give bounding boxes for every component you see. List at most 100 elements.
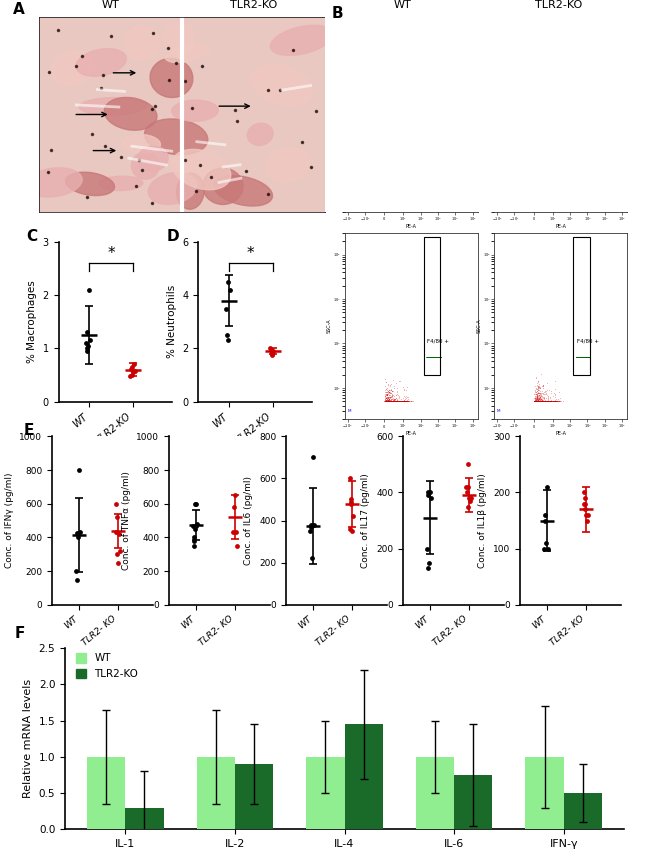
Point <box>382 187 393 201</box>
Point <box>530 395 540 409</box>
Point <box>380 187 391 201</box>
Point <box>385 395 395 409</box>
Point <box>533 382 543 396</box>
Point <box>383 187 393 200</box>
Point <box>382 395 392 409</box>
Point <box>387 395 398 409</box>
Point <box>534 395 545 409</box>
Point <box>382 395 393 409</box>
Point <box>393 187 403 201</box>
Point <box>385 395 395 409</box>
Point <box>538 395 548 409</box>
Point <box>577 350 587 364</box>
Point <box>380 395 391 409</box>
Point <box>532 187 543 201</box>
Point <box>532 187 543 201</box>
Point <box>582 143 593 156</box>
Point <box>545 181 556 195</box>
Point <box>383 187 393 201</box>
Point <box>384 395 394 409</box>
Point <box>571 350 582 364</box>
Point <box>584 143 594 156</box>
Point <box>385 395 396 409</box>
Point <box>381 395 391 409</box>
Point <box>431 143 441 156</box>
Point <box>535 187 545 201</box>
Point <box>538 187 549 201</box>
Point <box>530 395 541 409</box>
Point <box>389 395 400 409</box>
Point <box>543 187 553 201</box>
Point <box>537 395 547 409</box>
Point <box>549 395 560 409</box>
Point <box>530 395 540 409</box>
Point <box>539 187 549 201</box>
Point <box>384 187 394 201</box>
Point <box>533 184 543 198</box>
Point <box>534 187 545 201</box>
Point <box>428 350 438 364</box>
Point <box>538 187 549 201</box>
Point <box>536 395 547 409</box>
Point <box>532 395 543 409</box>
Point <box>540 187 550 201</box>
Point <box>436 350 446 364</box>
Point <box>382 187 392 201</box>
Point <box>382 187 392 201</box>
Point <box>383 187 393 201</box>
Point <box>228 525 239 539</box>
Point <box>386 395 396 409</box>
Point <box>381 187 391 201</box>
Point <box>385 187 395 201</box>
Point <box>381 395 391 409</box>
Point <box>530 187 540 201</box>
Point <box>534 187 544 201</box>
Point <box>582 143 593 156</box>
Point <box>545 187 555 201</box>
Point <box>533 187 543 201</box>
Point <box>530 187 541 201</box>
Point <box>531 187 541 201</box>
Point <box>381 395 391 409</box>
Point <box>430 350 440 364</box>
Point <box>384 395 395 409</box>
Point <box>535 395 545 409</box>
Point <box>384 182 395 196</box>
Point <box>382 187 393 201</box>
Point <box>532 395 543 409</box>
Point <box>382 187 393 201</box>
Point <box>434 143 444 156</box>
Point <box>426 143 436 156</box>
Point <box>393 389 404 403</box>
Point <box>384 187 395 201</box>
Point <box>435 350 445 364</box>
Point <box>381 395 391 409</box>
Point <box>534 395 544 409</box>
Point <box>383 187 393 201</box>
Point <box>384 395 395 409</box>
Point <box>534 187 545 201</box>
Ellipse shape <box>144 119 208 155</box>
Point <box>547 187 558 201</box>
Point <box>534 395 545 409</box>
Point <box>533 395 543 409</box>
Point <box>386 395 396 409</box>
Point <box>532 187 543 201</box>
Point <box>383 186 393 200</box>
Point <box>383 187 393 201</box>
Point <box>530 395 541 409</box>
Point <box>533 187 543 201</box>
Point <box>386 395 396 409</box>
Point <box>534 187 544 201</box>
Point <box>536 395 547 409</box>
Point <box>386 395 396 409</box>
Point <box>550 187 560 201</box>
Point <box>385 395 396 409</box>
Point <box>531 187 541 201</box>
Point <box>536 187 546 201</box>
Point <box>543 187 554 201</box>
Point <box>382 187 392 201</box>
Point <box>530 187 540 201</box>
Point <box>532 187 542 201</box>
Point <box>384 187 395 201</box>
